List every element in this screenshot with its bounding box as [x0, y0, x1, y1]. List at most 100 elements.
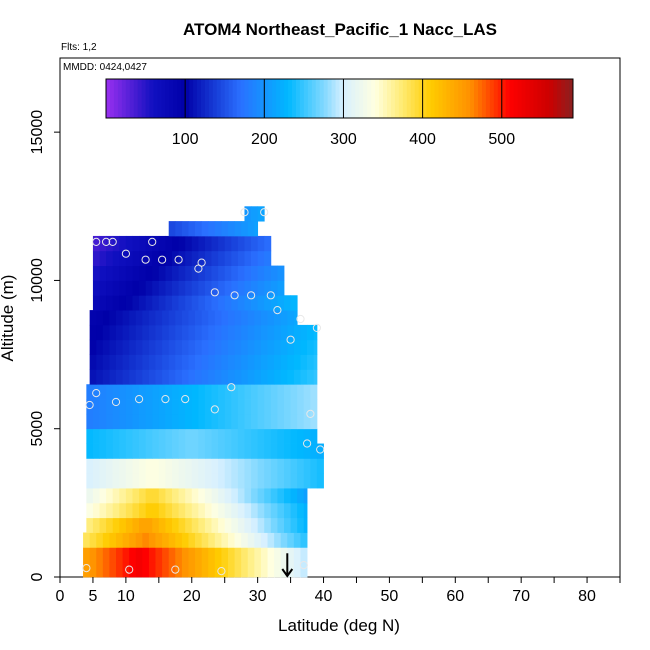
heatmap-cell [86, 443, 94, 459]
heatmap-cell [267, 339, 275, 355]
colorbar [105, 78, 574, 119]
heatmap-cell [303, 384, 311, 400]
heatmap-cell [181, 324, 189, 341]
heatmap-cell [204, 443, 212, 459]
colorbar-segment [481, 79, 487, 118]
heatmap-cell [267, 562, 275, 578]
heatmap-cell [86, 413, 94, 430]
heatmap-cell [181, 532, 189, 548]
heatmap-cell [270, 295, 278, 311]
observation-point [266, 291, 275, 300]
colorbar-segment [307, 79, 313, 118]
heatmap-cell [316, 443, 324, 459]
heatmap-cell [224, 265, 232, 281]
heatmap-cell [201, 369, 209, 385]
heatmap-cell [284, 428, 291, 444]
heatmap-cell [165, 488, 173, 504]
heatmap-cell [218, 295, 226, 311]
heatmap-cell [148, 532, 156, 548]
heatmap-cell [116, 532, 123, 548]
heatmap-cell [270, 384, 278, 400]
heatmap-cell [198, 280, 206, 296]
colorbar-segment [466, 79, 471, 118]
heatmap-cell [99, 458, 107, 474]
heatmap-cell [125, 428, 133, 444]
colorbar-segment [129, 79, 135, 118]
heatmap-cell [277, 488, 285, 504]
colorbar-segment [351, 79, 356, 118]
heatmap-cell [310, 384, 318, 400]
heatmap-cell [204, 413, 212, 430]
heatmap-cell [264, 502, 272, 519]
heatmap-cell [284, 488, 291, 504]
heatmap-cell [145, 428, 153, 444]
heatmap-cell [254, 369, 262, 385]
heatmap-cell [152, 428, 160, 444]
heatmap-cell [106, 428, 114, 444]
heatmap-cell [119, 295, 127, 311]
heatmap-cell [175, 339, 183, 355]
colorbar-segment [442, 79, 447, 118]
heatmap-cell [178, 428, 186, 444]
heatmap-cell [277, 458, 285, 474]
heatmap-cell [257, 443, 265, 459]
heatmap-cell [241, 562, 249, 578]
heatmap-cell [99, 280, 107, 296]
colorbar-segment [478, 79, 483, 118]
heatmap-cell [270, 280, 278, 296]
heatmap-cell [211, 473, 219, 489]
heatmap-cell [119, 399, 127, 415]
heatmap-cell [185, 280, 193, 296]
x-tick-label: 50 [381, 588, 399, 605]
heatmap-cell [195, 310, 203, 326]
heatmap-cell [204, 250, 212, 266]
heatmap-cell [257, 250, 265, 266]
y-axis: 0 5000 10000 15000 [29, 110, 60, 581]
heatmap-cell [132, 235, 140, 252]
heatmap-cell [109, 324, 117, 341]
heatmap-cell [254, 354, 262, 370]
heatmap-cell [112, 384, 120, 400]
heatmap-cell [198, 265, 206, 281]
heatmap-cell [277, 413, 285, 430]
heatmap-cell [277, 384, 285, 400]
heatmap-cell [237, 517, 245, 533]
colorbar-segment [232, 79, 238, 118]
heatmap-cell [135, 339, 143, 355]
heatmap-cell [112, 295, 120, 311]
heatmap-cell [109, 369, 117, 385]
observation-point [82, 564, 91, 573]
heatmap-cell [172, 443, 179, 459]
heatmap-cell [158, 250, 166, 266]
heatmap-cell [274, 354, 282, 370]
heatmap-cell [277, 280, 285, 296]
heatmap-cell [142, 532, 150, 548]
heatmap-cell [224, 443, 232, 459]
heatmap-cell [191, 428, 199, 444]
colorbar-segment [485, 79, 491, 118]
heatmap-cell [241, 532, 249, 548]
colorbar-segment [189, 79, 194, 118]
heatmap-cell [168, 221, 176, 237]
x-tick-label: 5 [88, 588, 97, 605]
heatmap-cell [99, 384, 107, 400]
heatmap-cell [224, 488, 232, 504]
heatmap-cell [155, 532, 163, 548]
colorbar-segment [311, 79, 317, 118]
heatmap-cell [158, 413, 166, 430]
heatmap-cell [257, 488, 265, 504]
heatmap-cell [165, 265, 173, 281]
observation-point [92, 237, 101, 246]
heatmap-cell [106, 488, 114, 504]
heatmap-cell [162, 532, 170, 548]
heatmap-cell [228, 339, 235, 355]
heatmap-cell [125, 280, 133, 296]
colorbar-segment [541, 79, 546, 118]
heatmap-cell [316, 458, 324, 474]
heatmap-cell [195, 339, 203, 355]
heatmap-cell [125, 413, 133, 430]
heatmap-cell [178, 502, 186, 519]
heatmap-cell [106, 295, 114, 311]
y-tick-label: 10000 [29, 258, 46, 303]
heatmap-cell [316, 473, 324, 489]
